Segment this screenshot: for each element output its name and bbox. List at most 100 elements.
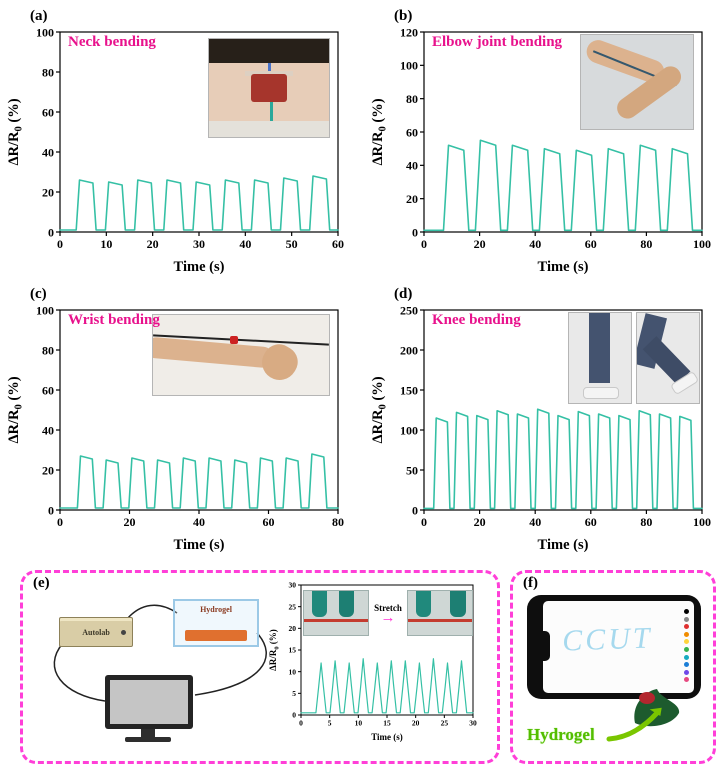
monitor-stand xyxy=(141,729,155,737)
y-tick-label: 20 xyxy=(406,192,418,206)
y-tick-label: 20 xyxy=(42,463,54,477)
y-tick-label: 60 xyxy=(42,105,54,119)
palette-dot xyxy=(684,631,689,637)
palette-dot xyxy=(684,677,689,683)
x-tick-label: 15 xyxy=(383,719,391,728)
chart-svg-d: 0 20 40 60 80 100 0 50 100 150 200 250 Time (s) ΔR/R0… xyxy=(370,303,711,553)
autolab-label: Autolab xyxy=(82,628,110,637)
series-line xyxy=(59,453,339,509)
x-tick-label: 40 xyxy=(529,515,541,529)
x-tick-label: 60 xyxy=(585,237,597,251)
camera-notch-icon xyxy=(543,631,550,661)
computer-monitor xyxy=(105,675,193,729)
axis-frame xyxy=(423,309,703,511)
panel-c: (c) Wrist bending 0 20 40 60 80 0 20 40 60 80 100 T… xyxy=(4,280,356,556)
glove-finger-shape xyxy=(415,591,432,618)
chart-d: 0 20 40 60 80 100 0 50 100 150 200 250 Time (s) ΔR/R0… xyxy=(368,303,714,553)
x-axis-label: Time (s) xyxy=(371,732,403,742)
y-tick-label: 15 xyxy=(289,646,297,655)
palette-dot xyxy=(684,639,689,645)
y-tick-label: 80 xyxy=(42,65,54,79)
y-tick-label: 150 xyxy=(400,383,418,397)
x-tick-label: 30 xyxy=(469,719,477,728)
y-axis-label: ΔR/R0 (%) xyxy=(370,376,389,443)
autolab-device: Autolab xyxy=(59,617,133,647)
hydrogel-chamber: Hydrogel xyxy=(173,599,259,647)
y-tick-label: 5 xyxy=(292,689,296,698)
y-tick-label: 20 xyxy=(42,185,54,199)
smartphone: CCUT xyxy=(527,595,701,699)
shoe-shape xyxy=(582,386,619,399)
stretch-arrow-icon: → xyxy=(380,610,396,626)
x-tick-label: 50 xyxy=(286,237,298,251)
y-tick-label: 80 xyxy=(406,92,418,106)
x-tick-label: 0 xyxy=(57,515,63,529)
connection-wires xyxy=(53,604,267,702)
x-tick-label: 0 xyxy=(299,719,303,728)
x-tick-label: 0 xyxy=(421,237,427,251)
sensor-shape xyxy=(230,335,239,344)
x-axis-label: Time (s) xyxy=(538,537,589,552)
tape-shape xyxy=(245,71,293,77)
y-tick-label: 250 xyxy=(400,304,418,317)
panel-tag-f: (f) xyxy=(523,575,538,591)
y-tick-label: 40 xyxy=(406,159,418,173)
x-tick-label: 80 xyxy=(332,515,344,529)
x-tick-label: 60 xyxy=(263,515,275,529)
palette-dot xyxy=(684,624,689,630)
hydrogel-strip-shape xyxy=(304,619,368,622)
palette-dot xyxy=(684,609,689,614)
stretch-photos: Stretch → xyxy=(303,589,475,637)
x-tick-label: 30 xyxy=(193,237,205,251)
x-tick-label: 5 xyxy=(328,719,332,728)
x-tick-label: 40 xyxy=(529,237,541,251)
y-tick-label: 0 xyxy=(292,711,296,720)
panel-title-d: Knee bending xyxy=(432,312,521,328)
x-tick-label: 0 xyxy=(421,515,427,529)
panel-b: (b) Elbow joint bending 0 20 40 60 80 100 0 20 4… xyxy=(368,2,720,278)
hydrogel-label: Hydrogel xyxy=(527,725,595,744)
series-line xyxy=(59,175,339,231)
y-axis-label: ΔR/R0 (%) xyxy=(6,376,25,443)
monitor-screen xyxy=(110,680,188,724)
monitor-base xyxy=(125,737,171,742)
elbow-photo-inset xyxy=(580,34,694,130)
wrist-photo-inset xyxy=(152,314,330,396)
panel-tag-d: (d) xyxy=(394,286,413,302)
y-axis-label: ΔR/R0 (%) xyxy=(6,98,25,165)
y-tick-label: 20 xyxy=(289,624,297,633)
after-stretch-photo xyxy=(407,590,473,636)
y-tick-label: 0 xyxy=(412,503,418,517)
panel-tag-a: (a) xyxy=(30,8,48,24)
panel-title-b: Elbow joint bending xyxy=(432,34,563,50)
glove-finger-shape xyxy=(338,591,354,618)
x-tick-label: 20 xyxy=(124,515,136,529)
setup-box: (e) Autolab Hydrogel 0 5 10 15 20 25 30 0 5 10 15 2… xyxy=(20,570,500,764)
panel-title-a: Neck bending xyxy=(68,34,156,50)
palette-dot xyxy=(684,616,689,622)
chart-svg-b: 0 20 40 60 80 100 0 20 40 60 80 100 120 Time (s) ΔR/R0… xyxy=(370,25,711,275)
palette-dot xyxy=(684,662,689,668)
x-tick-label: 60 xyxy=(585,515,597,529)
palette-dot xyxy=(684,669,689,675)
panel-tag-b: (b) xyxy=(394,8,413,24)
chart-svg-a: 0 10 20 30 40 50 60 0 20 40 60 80 100 Time (s) ΔR/R0 (… xyxy=(6,25,344,275)
neck-photo-inset xyxy=(208,38,330,138)
chart-a: 0 10 20 30 40 50 60 0 20 40 60 80 100 Time (s) ΔR/R0 (… xyxy=(4,25,350,275)
y-axis-label: ΔR/R0 (%) xyxy=(269,629,280,671)
x-tick-label: 60 xyxy=(332,237,344,251)
x-axis-label: Time (s) xyxy=(538,259,589,274)
knee-bent-photo-inset xyxy=(636,312,700,404)
x-tick-label: 40 xyxy=(239,237,251,251)
y-tick-label: 80 xyxy=(42,343,54,357)
glove-finger-shape xyxy=(311,591,328,618)
series-line xyxy=(423,408,703,510)
hydrogel-arrow-icon xyxy=(606,707,662,742)
chart-b: 0 20 40 60 80 100 0 20 40 60 80 100 120 Time (s) ΔR/R0… xyxy=(368,25,714,275)
x-tick-label: 20 xyxy=(474,515,486,529)
palette-dot xyxy=(684,646,689,652)
before-stretch-photo xyxy=(303,590,369,636)
x-tick-label: 20 xyxy=(474,237,486,251)
chamber-label: Hydrogel xyxy=(200,605,232,614)
y-tick-label: 0 xyxy=(48,503,54,517)
